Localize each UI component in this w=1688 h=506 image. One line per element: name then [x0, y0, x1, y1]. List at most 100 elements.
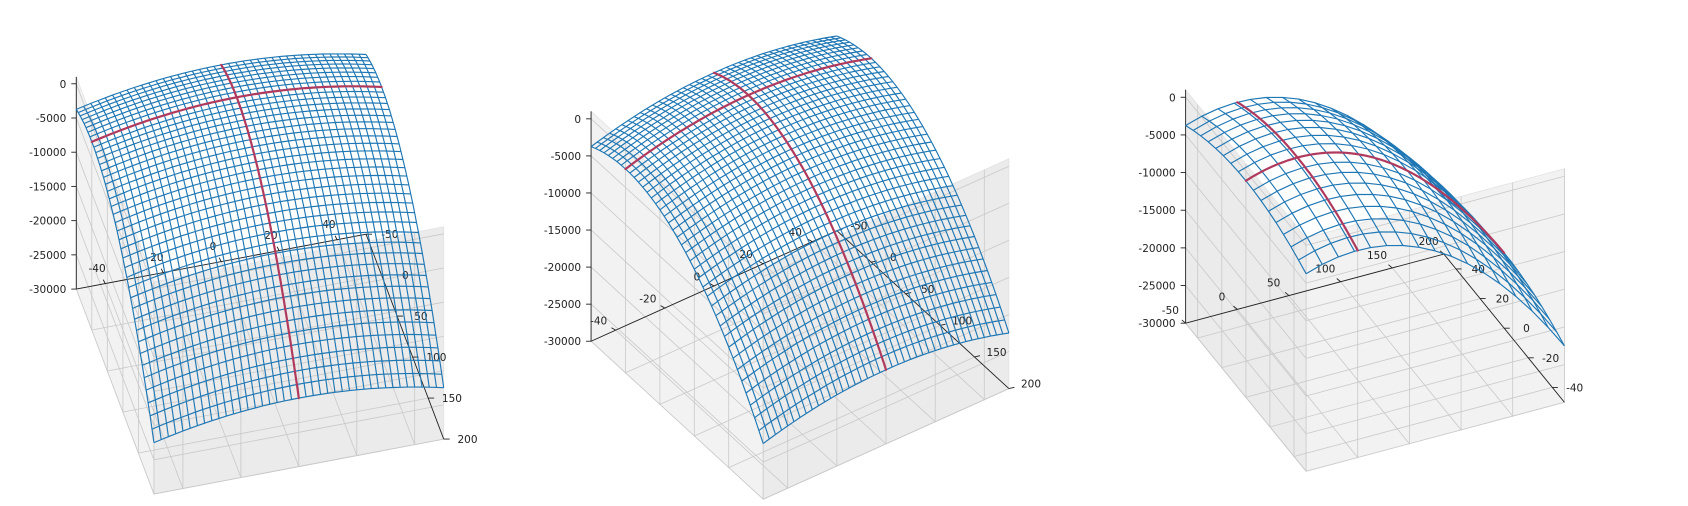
grid-z [153, 233, 444, 290]
y-axis-tick [1388, 264, 1393, 269]
x-axis-tick-label: -40 [590, 316, 607, 328]
z-axis-tick-label: -20000 [29, 216, 66, 228]
y-axis-tick [1233, 305, 1238, 310]
z-axis-tick-label: -5000 [36, 113, 67, 125]
y-axis-tick [1008, 386, 1015, 390]
x-axis-tick-label: 20 [1496, 294, 1509, 306]
grid-z [153, 267, 444, 324]
grid-z [153, 404, 444, 461]
grid-z [590, 266, 764, 426]
grid-z [1305, 401, 1565, 472]
grid-z [590, 340, 764, 500]
chart-1: -40-2002040-500501001502000-5000-10000-1… [29, 53, 478, 495]
grid-z [590, 155, 764, 315]
wire-y [83, 67, 374, 125]
z-axis-tick-label: -25000 [29, 250, 66, 262]
grid-z [75, 220, 155, 426]
z-axis-tick-label: -25000 [1138, 281, 1175, 293]
y-axis-tick-label: 150 [987, 347, 1007, 359]
z-axis-tick-label: -5000 [551, 151, 582, 163]
z-axis-tick-label: -25000 [544, 299, 581, 311]
y-axis-line [1185, 253, 1445, 324]
grid-z [1305, 326, 1565, 397]
y-axis-tick-label: 100 [952, 315, 972, 327]
y-axis-tick-label: 0 [1219, 291, 1226, 303]
highlight-curve-y [220, 63, 300, 400]
x-axis-tick [334, 235, 338, 240]
grid-z [1185, 97, 1307, 246]
grid-z [75, 152, 155, 358]
y-axis-tick [974, 355, 981, 358]
y-axis-tick [1284, 291, 1290, 296]
grid-z [763, 388, 1010, 500]
grid-z [75, 83, 155, 289]
highlight-curve-y [1244, 151, 1506, 254]
z-axis-tick-label: -5000 [1145, 130, 1176, 142]
y-axis-tick-label: 0 [890, 252, 897, 264]
z-axis-tick-label: -15000 [544, 225, 581, 237]
z-axis-tick-label: -10000 [544, 188, 581, 200]
x-axis-tick [218, 257, 222, 262]
z-axis-tick-label: -20000 [544, 262, 581, 274]
grid-z [763, 277, 1010, 389]
x-axis-tick [807, 238, 813, 243]
y-axis-tick-label: 150 [1367, 250, 1387, 262]
z-axis-tick-label: -10000 [1138, 168, 1175, 180]
y-axis-tick-label: 200 [457, 434, 477, 446]
x-wall-pane [1305, 168, 1565, 472]
y-axis-tick-label: -50 [1162, 305, 1179, 317]
grid-z [1185, 285, 1307, 434]
grid-z [763, 239, 1010, 352]
chart-2: -40-2002040-500501001502000-5000-10000-1… [544, 35, 1041, 501]
y-axis-tick-label: 0 [402, 270, 409, 282]
grid-z [590, 192, 764, 352]
z-axis-tick-label: -30000 [1138, 318, 1175, 330]
x-axis-tick [276, 246, 280, 251]
z-axis-tick-label: -15000 [29, 181, 66, 193]
x-axis-tick-label: 0 [694, 271, 701, 283]
z-axis-tick-label: -30000 [544, 336, 581, 348]
x-axis-tick [758, 261, 764, 265]
grid-z [1305, 364, 1565, 435]
y-axis-tick [1336, 278, 1341, 283]
wire-y [603, 41, 850, 154]
y-axis-tick [939, 323, 946, 326]
y-axis-tick-label: 150 [442, 393, 462, 405]
grid-z [1305, 251, 1565, 322]
surface-wireframe [590, 35, 1010, 445]
z-axis-tick-label: 0 [574, 114, 581, 126]
x-axis-tick-label: 20 [739, 249, 752, 261]
x-axis-tick [660, 305, 666, 309]
x-axis-tick-label: -40 [89, 263, 106, 275]
z-axis-tick-label: -20000 [1138, 243, 1175, 255]
grid-z [75, 288, 155, 495]
grid-z [75, 254, 155, 460]
y-axis-tick-label: 50 [1267, 277, 1280, 289]
x-axis-tick-label: 0 [1523, 323, 1530, 335]
y-axis-line [365, 234, 445, 440]
z-axis-tick-label: -10000 [29, 147, 66, 159]
grid-z [153, 438, 444, 495]
z-axis-tick-label: 0 [60, 79, 67, 91]
grid-z [1185, 322, 1307, 472]
y-axis-line [836, 230, 1010, 389]
x-axis-tick-label: -20 [639, 293, 656, 305]
x-axis-tick [611, 327, 616, 331]
grid-z [1305, 213, 1565, 284]
y-axis-tick-label: 100 [426, 352, 446, 364]
grid-z [1185, 247, 1307, 397]
y-axis-tick-label: 200 [1021, 379, 1041, 391]
wire-y [85, 71, 376, 129]
gridlines [590, 111, 1010, 500]
highlight-curve-y [712, 71, 888, 371]
z-axis-tick-label: -15000 [1138, 205, 1175, 217]
x-axis-tick-label: -20 [146, 252, 163, 264]
z-axis-tick-label: -30000 [29, 284, 66, 296]
y-axis-tick [1181, 319, 1186, 324]
z-axis-tick-label: 0 [1169, 92, 1176, 104]
x-axis-tick-label: -40 [1566, 382, 1583, 394]
y-axis-tick-label: 50 [414, 311, 427, 323]
x-axis-tick [102, 279, 106, 284]
grid-z [763, 351, 1010, 463]
